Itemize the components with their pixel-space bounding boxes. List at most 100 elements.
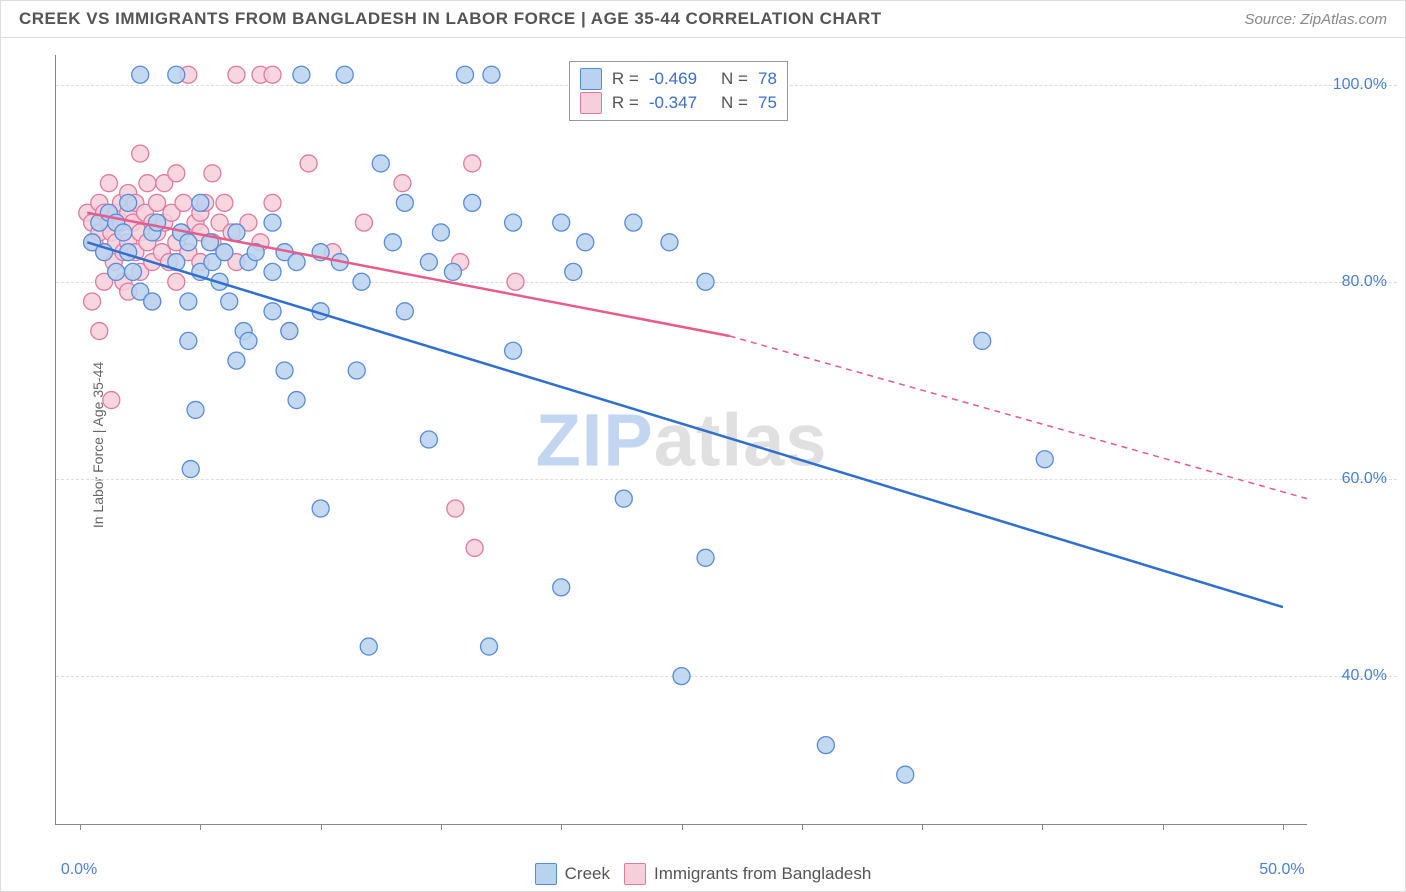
bangladesh-point (394, 175, 411, 192)
chart-header: CREEK VS IMMIGRANTS FROM BANGLADESH IN L… (1, 1, 1405, 38)
creek-point (661, 234, 678, 251)
bangladesh-point (464, 155, 481, 172)
creek-point (697, 549, 714, 566)
creek-point (464, 194, 481, 211)
creek-point (180, 293, 197, 310)
legend-swatch (580, 92, 602, 114)
x-tick (1042, 824, 1043, 830)
x-tick (1283, 824, 1284, 830)
legend-n-label: N = (721, 93, 748, 113)
creek-trendline (87, 242, 1283, 607)
scatter-svg-layer (56, 55, 1307, 824)
x-tick (682, 824, 683, 830)
legend-n-value: 78 (758, 69, 777, 89)
creek-point (420, 431, 437, 448)
creek-point (132, 66, 149, 83)
creek-point (120, 194, 137, 211)
bangladesh-trendline-extrapolated (730, 336, 1307, 499)
legend-swatch (624, 863, 646, 885)
x-tick (80, 824, 81, 830)
legend-r-value: -0.469 (649, 69, 697, 89)
creek-point (360, 638, 377, 655)
bangladesh-point (300, 155, 317, 172)
creek-point (697, 273, 714, 290)
bangladesh-point (466, 539, 483, 556)
creek-point (384, 234, 401, 251)
creek-point (348, 362, 365, 379)
bangladesh-point (132, 145, 149, 162)
creek-point (288, 254, 305, 271)
legend-n-label: N = (721, 69, 748, 89)
creek-point (396, 194, 413, 211)
creek-point (897, 766, 914, 783)
creek-point (615, 490, 632, 507)
creek-point (553, 579, 570, 596)
bangladesh-point (139, 175, 156, 192)
creek-point (553, 214, 570, 231)
chart-container: CREEK VS IMMIGRANTS FROM BANGLADESH IN L… (0, 0, 1406, 892)
creek-point (264, 263, 281, 280)
creek-point (264, 303, 281, 320)
bangladesh-point (100, 175, 117, 192)
legend-swatch (535, 863, 557, 885)
legend-swatch (580, 68, 602, 90)
bangladesh-point (355, 214, 372, 231)
creek-point (372, 155, 389, 172)
creek-point (216, 244, 233, 261)
creek-point (115, 224, 132, 241)
creek-point (124, 263, 141, 280)
creek-point (293, 66, 310, 83)
y-tick-label: 80.0% (1342, 273, 1387, 291)
plot-wrapper: In Labor Force | Age 35-44 ZIPatlas R =-… (37, 45, 1397, 845)
creek-point (420, 254, 437, 271)
legend-r-label: R = (612, 69, 639, 89)
bangladesh-point (175, 194, 192, 211)
creek-point (108, 263, 125, 280)
bangladesh-point (168, 165, 185, 182)
creek-point (228, 352, 245, 369)
legend-row: R = -0.469 N = 78 (580, 68, 777, 90)
creek-point (505, 214, 522, 231)
creek-point (281, 323, 298, 340)
creek-point (444, 263, 461, 280)
y-tick-label: 60.0% (1342, 470, 1387, 488)
y-tick-label: 40.0% (1342, 667, 1387, 685)
bangladesh-point (204, 165, 221, 182)
creek-point (432, 224, 449, 241)
creek-point (817, 737, 834, 754)
creek-point (565, 263, 582, 280)
creek-point (240, 332, 257, 349)
creek-point (180, 234, 197, 251)
creek-point (276, 362, 293, 379)
y-tick-label: 100.0% (1333, 76, 1387, 94)
creek-point (974, 332, 991, 349)
x-tick (441, 824, 442, 830)
bangladesh-point (103, 392, 120, 409)
bangladesh-point (84, 293, 101, 310)
series-legend-label: Immigrants from Bangladesh (654, 864, 871, 884)
legend-r-label: R = (612, 93, 639, 113)
bangladesh-point (149, 194, 166, 211)
source-attribution: Source: ZipAtlas.com (1244, 11, 1387, 28)
bangladesh-point (216, 194, 233, 211)
creek-point (149, 214, 166, 231)
creek-point (1036, 451, 1053, 468)
creek-point (673, 668, 690, 685)
series-legend-item: Immigrants from Bangladesh (624, 863, 871, 885)
creek-point (182, 461, 199, 478)
creek-point (353, 273, 370, 290)
creek-point (187, 401, 204, 418)
bangladesh-point (264, 66, 281, 83)
bangladesh-point (168, 273, 185, 290)
series-legend: Creek Immigrants from Bangladesh (1, 863, 1405, 885)
creek-point (180, 332, 197, 349)
creek-point (144, 293, 161, 310)
plot-area: ZIPatlas R =-0.469N =78R =-0.347N =75 40… (55, 55, 1307, 825)
bangladesh-point (264, 194, 281, 211)
creek-point (221, 293, 238, 310)
creek-point (577, 234, 594, 251)
creek-point (336, 66, 353, 83)
series-legend-item: Creek (535, 863, 610, 885)
creek-point (264, 214, 281, 231)
x-tick (922, 824, 923, 830)
